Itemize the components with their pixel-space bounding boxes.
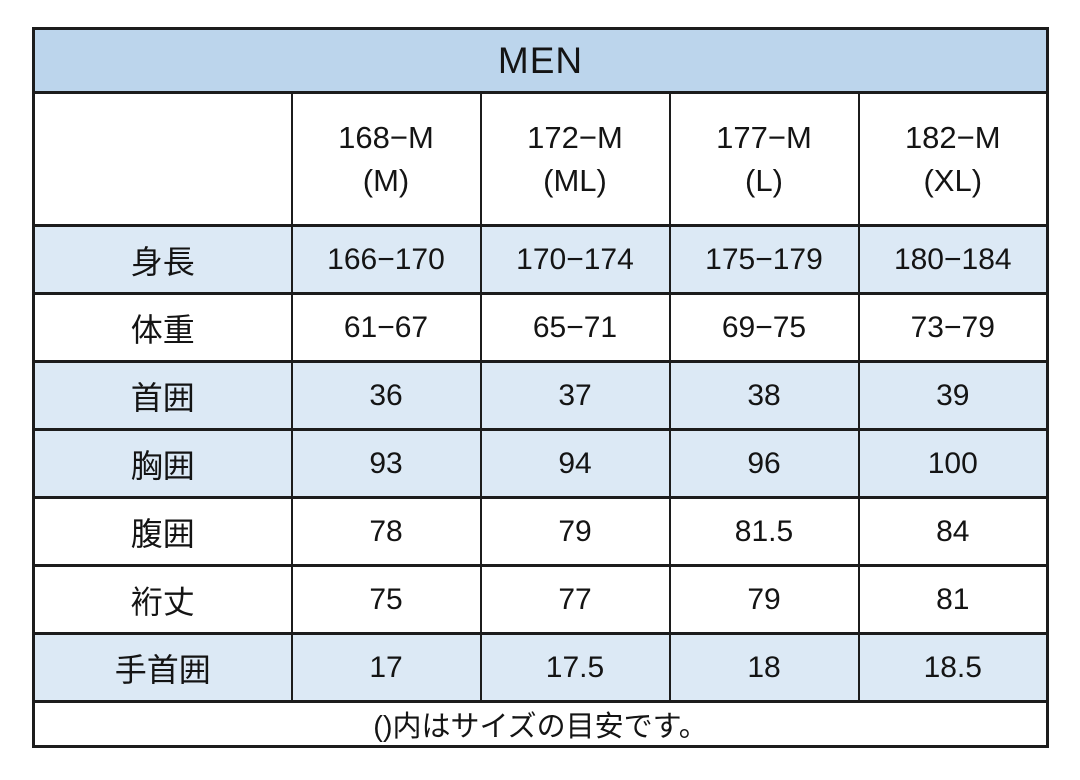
column-header-xl: 182−M (XL) — [857, 91, 1049, 227]
table-row-chest: 胸囲 93 94 96 100 — [32, 428, 1049, 499]
column-size-code: 182−M — [904, 119, 1001, 155]
column-size-code: 168−M — [338, 119, 434, 155]
row-label-height: 身長 — [32, 224, 293, 295]
column-header-row: 168−M (M) 172−M (ML) 177−M (L) 182−M (XL… — [32, 91, 1049, 227]
table-row-weight: 体重 61−67 65−71 69−75 73−79 — [32, 292, 1049, 363]
table-title: MEN — [32, 27, 1049, 94]
table-cell: 18.5 — [857, 632, 1049, 703]
table-cell: 38 — [668, 360, 860, 431]
table-cell: 61−67 — [290, 292, 482, 363]
table-cell: 84 — [857, 496, 1049, 567]
table-cell: 81.5 — [668, 496, 860, 567]
table-cell: 81 — [857, 564, 1049, 635]
row-label-sleeve: 裄丈 — [32, 564, 293, 635]
row-label-waist: 腹囲 — [32, 496, 293, 567]
column-header-ml: 172−M (ML) — [479, 91, 671, 227]
column-header-l: 177−M (L) — [668, 91, 860, 227]
table-cell: 180−184 — [857, 224, 1049, 295]
table-cell: 79 — [479, 496, 671, 567]
table-cell: 170−174 — [479, 224, 671, 295]
table-cell: 79 — [668, 564, 860, 635]
table-row-wrist: 手首囲 17 17.5 18 18.5 — [32, 632, 1049, 703]
column-size-alias: (L) — [745, 163, 783, 198]
table-cell: 39 — [857, 360, 1049, 431]
table-row-waist: 腹囲 78 79 81.5 84 — [32, 496, 1049, 567]
column-size-code: 172−M — [527, 119, 623, 155]
column-size-code: 177−M — [716, 119, 812, 155]
row-label-wrist: 手首囲 — [32, 632, 293, 703]
column-size-alias: (ML) — [543, 163, 607, 198]
row-label-neck: 首囲 — [32, 360, 293, 431]
table-cell: 93 — [290, 428, 482, 499]
table-cell: 166−170 — [290, 224, 482, 295]
row-label-weight: 体重 — [32, 292, 293, 363]
table-cell: 94 — [479, 428, 671, 499]
table-cell: 65−71 — [479, 292, 671, 363]
footnote-text: ()内はサイズの目安です。 — [32, 700, 1049, 748]
table-cell: 175−179 — [668, 224, 860, 295]
column-size-alias: (XL) — [923, 163, 983, 198]
men-size-chart-table: MEN 168−M (M) 172−M (ML) 177−M (L) 182−M — [32, 27, 1050, 748]
table-cell: 17 — [290, 632, 482, 703]
table-cell: 37 — [479, 360, 671, 431]
table-cell: 100 — [857, 428, 1049, 499]
table-cell: 77 — [479, 564, 671, 635]
table-cell: 18 — [668, 632, 860, 703]
table-cell: 36 — [290, 360, 482, 431]
table-cell: 17.5 — [479, 632, 671, 703]
column-header-m: 168−M (M) — [290, 91, 482, 227]
table-row-sleeve: 裄丈 75 77 79 81 — [32, 564, 1049, 635]
footnote-row: ()内はサイズの目安です。 — [32, 700, 1049, 748]
table-row-neck: 首囲 36 37 38 39 — [32, 360, 1049, 431]
table-row-height: 身長 166−170 170−174 175−179 180−184 — [32, 224, 1049, 295]
row-label-chest: 胸囲 — [32, 428, 293, 499]
table-cell: 96 — [668, 428, 860, 499]
column-size-alias: (M) — [362, 163, 410, 198]
table-cell: 69−75 — [668, 292, 860, 363]
table-title-row: MEN — [32, 27, 1049, 94]
table-cell: 73−79 — [857, 292, 1049, 363]
corner-cell — [32, 91, 293, 227]
table-cell: 78 — [290, 496, 482, 567]
table-cell: 75 — [290, 564, 482, 635]
